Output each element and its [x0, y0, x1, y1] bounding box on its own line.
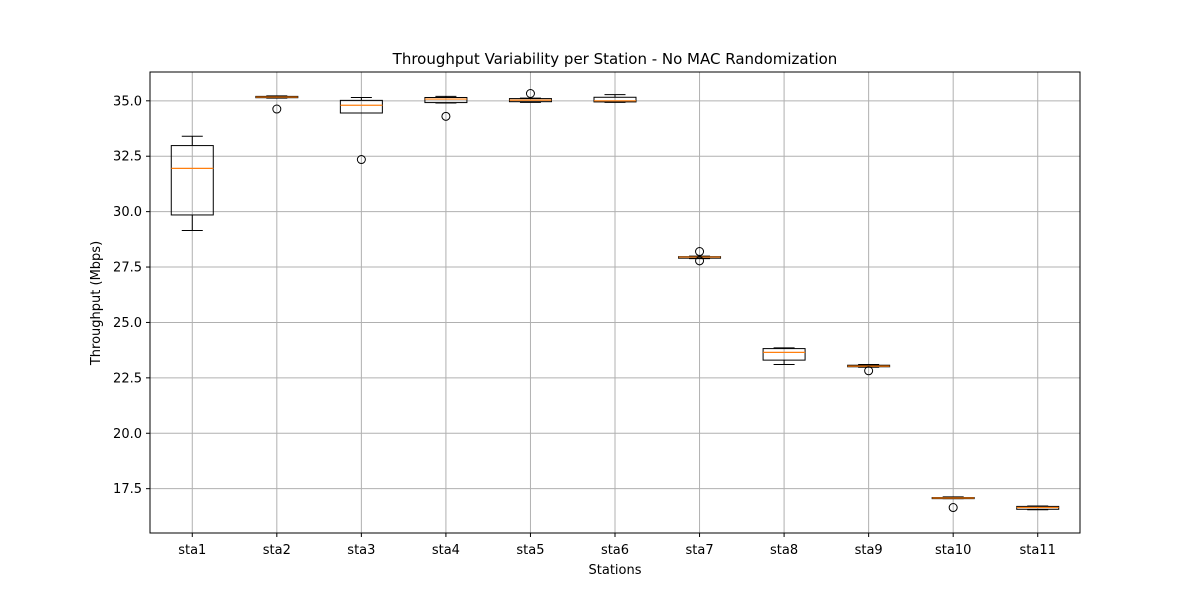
x-tick-label: sta4 [432, 543, 460, 558]
x-tick-label: sta7 [685, 543, 713, 558]
outlier-point [356, 155, 366, 165]
x-tick-label: sta1 [178, 543, 206, 558]
box-sta3 [339, 96, 383, 165]
box-sta1 [170, 135, 214, 231]
outlier-point [272, 104, 282, 114]
box-body [170, 145, 214, 216]
box-sta6 [593, 94, 637, 103]
outlier-point [441, 111, 451, 121]
box-body [424, 96, 468, 104]
y-tick-label: 17.5 [113, 482, 142, 497]
y-tick-label: 20.0 [113, 427, 142, 442]
box-sta5 [508, 88, 552, 103]
outlier-point [864, 366, 874, 376]
grid-layer [150, 72, 1080, 533]
x-tick-label: sta11 [1020, 543, 1056, 558]
y-tick-label: 32.5 [113, 150, 142, 165]
box-sta8 [762, 347, 806, 366]
x-tick-label: sta9 [855, 543, 883, 558]
x-tick-label: sta6 [601, 543, 629, 558]
x-tick-label: sta2 [263, 543, 291, 558]
y-tick-label: 22.5 [113, 371, 142, 386]
box-sta10 [931, 496, 975, 513]
box-sta2 [255, 95, 299, 114]
x-tick-label: sta10 [935, 543, 971, 558]
x-ticks: sta1 sta2 sta3 sta4 sta5 sta6 sta7 sta8 sta9 sta1… [178, 533, 1056, 558]
box-sta9 [847, 364, 891, 376]
box-layer [170, 88, 1060, 513]
x-tick-label: sta5 [516, 543, 544, 558]
y-axis-label: Throughput (Mbps) [89, 241, 104, 366]
outlier-point [695, 247, 705, 257]
outlier-point [948, 503, 958, 513]
y-tick-label: 30.0 [113, 205, 142, 220]
y-tick-label: 35.0 [113, 94, 142, 109]
box-body [762, 348, 806, 361]
x-tick-label: sta8 [770, 543, 798, 558]
box-body [339, 99, 383, 114]
box-body [593, 96, 637, 103]
outlier-point [525, 88, 535, 98]
y-tick-label: 27.5 [113, 261, 142, 276]
x-axis-label: Stations [589, 563, 642, 578]
box-sta11 [1016, 505, 1060, 511]
chart-title: Throughput Variability per Station - No … [392, 50, 838, 68]
x-tick-label: sta3 [347, 543, 375, 558]
box-sta4 [424, 95, 468, 121]
outlier-point [695, 256, 705, 266]
box-sta7 [678, 247, 722, 266]
y-ticks: 17.5 20.0 22.5 25.0 27.5 30.0 32.5 35.0 [113, 94, 150, 497]
y-tick-label: 25.0 [113, 316, 142, 331]
